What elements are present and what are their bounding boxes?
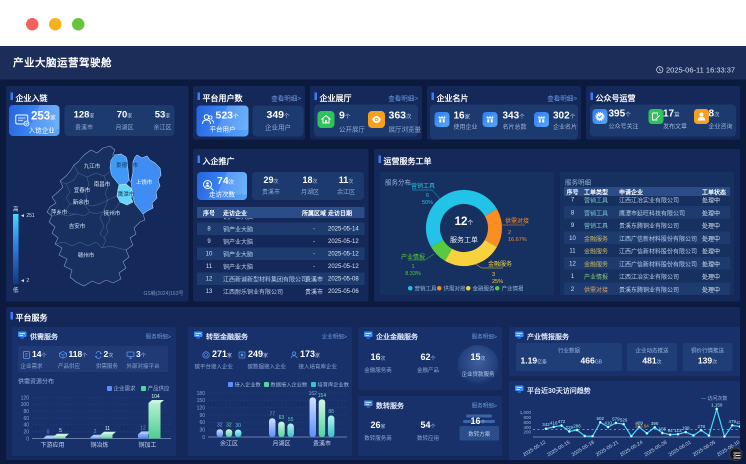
svg-text:贵溪市: 贵溪市 [313, 440, 331, 448]
svg-text:409: 409 [635, 421, 643, 426]
svg-text:104: 104 [151, 394, 160, 400]
svg-text:120: 120 [197, 405, 206, 411]
svg-text:278: 278 [697, 424, 705, 429]
svg-text:200: 200 [523, 430, 531, 435]
svg-text:32: 32 [217, 423, 223, 429]
svg-text:800: 800 [523, 415, 531, 420]
svg-text:396: 396 [651, 421, 659, 426]
svg-text:60: 60 [199, 420, 205, 426]
svg-text:2025-05-18: 2025-05-18 [571, 439, 596, 458]
svg-text:77: 77 [269, 412, 275, 418]
svg-text:鹰潭市: 鹰潭市 [118, 190, 135, 198]
svg-text:50%: 50% [422, 200, 433, 206]
svg-text:供需对接: 供需对接 [505, 217, 529, 225]
svg-text:抚州市: 抚州市 [104, 209, 121, 217]
svg-text:2025-05-15: 2025-05-15 [546, 439, 571, 458]
svg-text:2: 2 [94, 429, 97, 435]
svg-text:2025-05-24: 2025-05-24 [619, 439, 644, 458]
svg-text:410: 410 [604, 421, 612, 426]
svg-text:431: 431 [736, 420, 740, 425]
svg-text:12个: 12个 [455, 216, 474, 228]
svg-text:199: 199 [682, 426, 690, 431]
svg-text:南昌市: 南昌市 [94, 180, 111, 188]
svg-text:铜冶炼: 铜冶炼 [90, 441, 108, 449]
svg-text:229: 229 [566, 425, 574, 430]
svg-text:602: 602 [597, 416, 605, 421]
svg-text:30: 30 [199, 427, 205, 433]
svg-text:金融服务: 金融服务 [488, 260, 512, 268]
svg-text:90: 90 [199, 413, 205, 419]
svg-text:55: 55 [288, 417, 294, 423]
svg-text:526: 526 [620, 418, 628, 423]
svg-text:120: 120 [21, 395, 30, 401]
svg-text:579: 579 [612, 416, 620, 421]
svg-text:63: 63 [279, 415, 285, 421]
svg-text:月湖区: 月湖区 [272, 440, 290, 448]
svg-text:吉安市: 吉安市 [69, 222, 86, 230]
svg-text:景德镇市: 景德镇市 [116, 161, 139, 169]
svg-text:80: 80 [23, 409, 29, 415]
svg-text:2025-06-01: 2025-06-01 [668, 439, 693, 458]
svg-text:88: 88 [328, 409, 334, 415]
svg-text:2025-06-05: 2025-06-05 [692, 439, 717, 458]
svg-text:2025-05-21: 2025-05-21 [595, 439, 620, 458]
svg-text:313.64: 313.64 [635, 424, 649, 429]
svg-text:3: 3 [492, 272, 495, 278]
svg-text:铜加工: 铜加工 [138, 441, 156, 449]
svg-text:新余市: 新余市 [73, 198, 90, 206]
svg-text:162: 162 [309, 391, 318, 397]
svg-text:165: 165 [659, 427, 667, 432]
svg-text:40: 40 [23, 423, 29, 429]
svg-text:479: 479 [728, 419, 736, 424]
svg-text:154: 154 [318, 393, 327, 399]
svg-text:0: 0 [47, 430, 50, 436]
svg-text:32: 32 [226, 423, 232, 429]
svg-text:150: 150 [197, 398, 206, 404]
svg-text:25%: 25% [492, 279, 503, 285]
svg-text:营销工具: 营销工具 [411, 182, 435, 190]
svg-text:宜春市: 宜春市 [74, 186, 91, 194]
svg-text:赣州市: 赣州市 [78, 251, 95, 259]
svg-text:16.67%: 16.67% [508, 237, 527, 243]
svg-text:12: 12 [140, 425, 146, 431]
svg-text:5: 5 [59, 428, 62, 434]
svg-text:100: 100 [21, 402, 30, 408]
svg-text:九江市: 九江市 [84, 162, 101, 170]
svg-text:342: 342 [542, 422, 550, 427]
svg-text:0: 0 [202, 435, 205, 441]
svg-text:30: 30 [235, 423, 241, 429]
svg-text:2025-05-28: 2025-05-28 [643, 439, 668, 458]
svg-text:20: 20 [23, 429, 29, 435]
svg-text:94: 94 [668, 428, 674, 433]
svg-text:萍乡市: 萍乡市 [51, 208, 68, 216]
svg-text:400: 400 [523, 425, 531, 430]
svg-text:2: 2 [508, 230, 511, 236]
svg-text:上饶市: 上饶市 [136, 178, 153, 186]
svg-text:60: 60 [23, 416, 29, 422]
svg-text:0: 0 [26, 436, 29, 442]
svg-text:6: 6 [426, 193, 429, 199]
svg-text:600: 600 [523, 420, 531, 425]
svg-text:416: 416 [550, 420, 558, 425]
svg-text:472: 472 [558, 419, 566, 424]
svg-text:下游应用: 下游应用 [40, 441, 64, 449]
svg-text:余江区: 余江区 [220, 440, 238, 448]
svg-text:1,150: 1,150 [711, 403, 723, 408]
svg-text:286: 286 [573, 424, 581, 429]
svg-text:180: 180 [197, 391, 206, 397]
svg-text:11: 11 [105, 426, 110, 432]
svg-text:1: 1 [411, 264, 414, 270]
svg-text:2025-05-12: 2025-05-12 [522, 439, 547, 458]
svg-text:产业情报: 产业情报 [401, 253, 425, 261]
svg-text:8.33%: 8.33% [405, 271, 421, 277]
svg-text:113: 113 [674, 428, 682, 433]
svg-text:服务工单: 服务工单 [450, 235, 478, 244]
svg-text:1,000: 1,000 [520, 410, 532, 415]
